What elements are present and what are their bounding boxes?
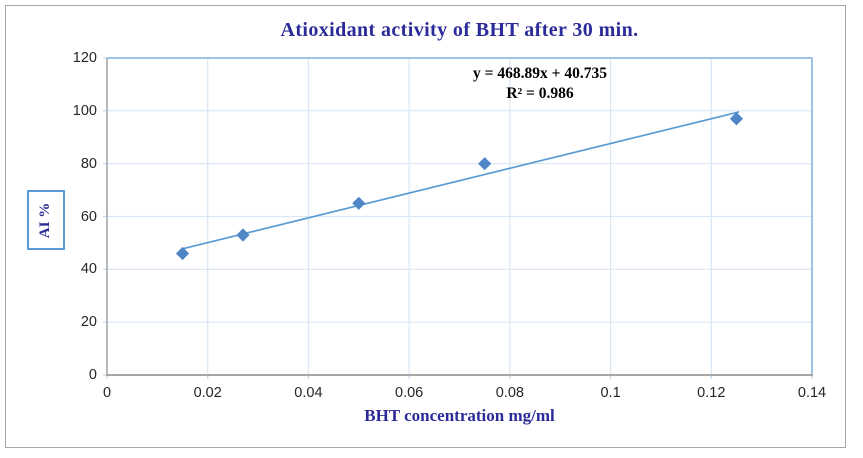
trendline	[182, 111, 740, 250]
x-tick-label: 0.04	[294, 385, 323, 401]
x-axis-label: BHT concentration mg/ml	[364, 406, 555, 425]
y-tick-label: 100	[72, 102, 97, 119]
y-tick-label: 40	[80, 261, 97, 278]
data-point-marker	[729, 112, 744, 126]
y-tick-label: 80	[80, 155, 97, 172]
y-tick-label: 20	[80, 314, 97, 331]
data-point-marker	[352, 196, 366, 210]
trendline-r-squared: R² = 0.986	[506, 85, 574, 102]
x-tick-label: 0	[102, 385, 112, 401]
chart-title: Atioxidant activity of BHT after 30 min.	[280, 19, 639, 41]
y-tick-label: 60	[80, 208, 97, 225]
x-tick-label: 0.14	[797, 385, 827, 401]
x-tick-label: 0.02	[193, 385, 222, 401]
trendline-annotation: y = 468.89x + 40.735 R² = 0.986	[410, 64, 670, 104]
trendline-equation: y = 468.89x + 40.735	[473, 65, 607, 82]
data-point-marker	[478, 157, 492, 171]
data-point-marker	[175, 246, 190, 261]
x-tick-label: 0.08	[495, 385, 524, 401]
data-point-marker	[236, 228, 250, 242]
x-tick-label: 0.12	[697, 385, 726, 401]
x-tick-label: 0.06	[395, 385, 424, 401]
y-tick-label: 0	[88, 367, 97, 383]
y-axis-label-box: AI %	[27, 190, 65, 250]
y-tick-label: 120	[72, 50, 97, 66]
x-tick-label: 0.1	[600, 385, 621, 401]
